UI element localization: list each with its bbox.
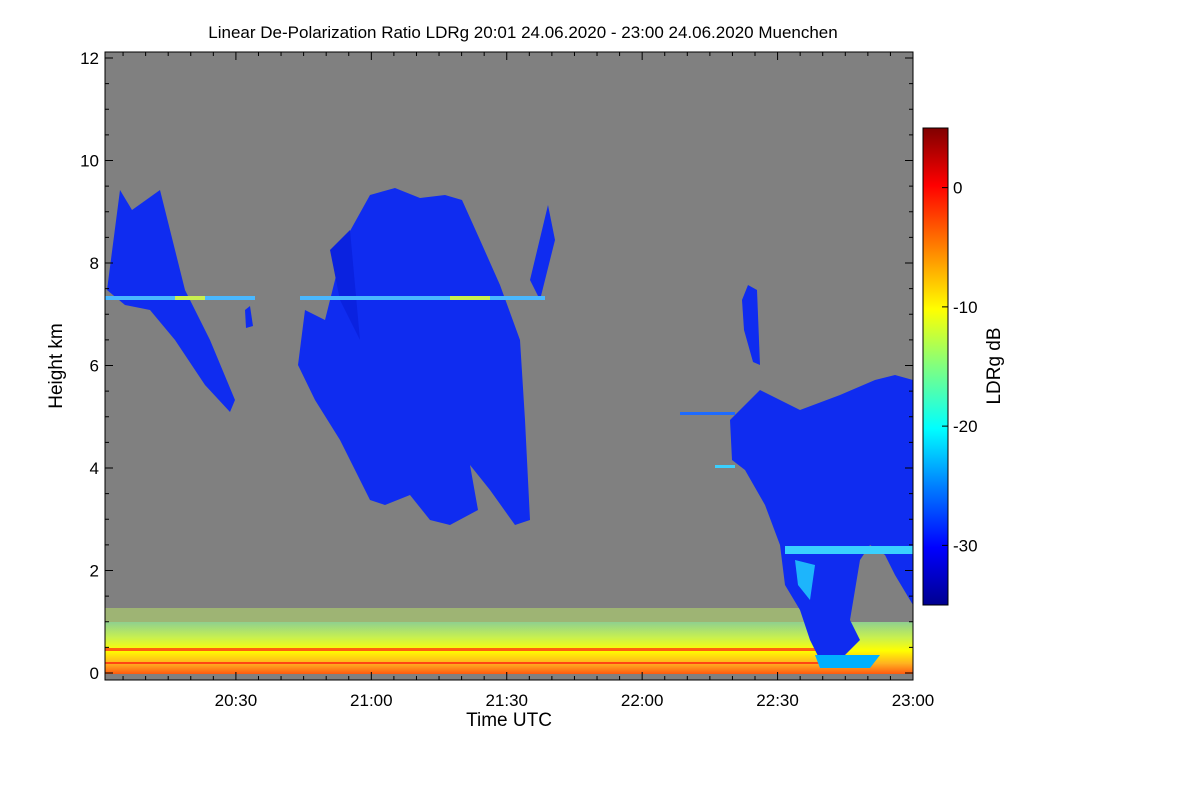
x-tick-label: 21:30 [485,691,528,710]
x-tick-label: 20:30 [215,691,258,710]
chart-title: Linear De-Polarization Ratio LDRg 20:01 … [208,23,837,42]
layer-5km [680,412,735,415]
layer-7-3km-green [175,296,205,300]
cirrus-3 [742,285,760,365]
y-tick-label: 6 [90,357,99,376]
cirrus-2 [298,188,530,525]
colorbar-tick-label: -20 [953,417,978,436]
x-axis: 20:30 21:00 21:30 22:00 22:30 23:00 [122,52,935,710]
cirrus-1 [107,190,235,412]
cirrus-fragment [245,306,253,328]
y-tick-label: 8 [90,254,99,273]
x-tick-label: 23:00 [892,691,935,710]
y-tick-label: 12 [80,49,99,68]
y-axis: 0 2 4 6 8 10 12 [80,49,913,683]
y-tick-label: 4 [90,459,99,478]
colorbar-label: LDRg dB [984,327,1005,404]
cirrus-2-streak [330,230,360,340]
cirrus-4 [730,375,913,660]
x-tick-label: 21:00 [350,691,393,710]
colorbar-tick-label: -30 [953,536,978,555]
colorbar [922,127,949,606]
boundary-layer-stripe [105,662,825,664]
cirrus-2-tail [530,205,555,300]
y-tick-label: 2 [90,562,99,581]
y-axis-label: Height km [46,323,67,409]
layer-7-3km-b [300,296,545,300]
layer-4-1km [715,465,735,468]
colorbar-axis: 0 -10 -20 -30 [942,179,978,555]
x-tick-label: 22:00 [621,691,664,710]
x-tick-label: 22:30 [756,691,799,710]
ldr-features [105,188,913,674]
boundary-layer-stripe [105,648,825,651]
colorbar-tick-label: 0 [953,179,962,198]
y-tick-label: 10 [80,152,99,171]
y-tick-label: 0 [90,664,99,683]
layer-7-3km-green [450,296,490,300]
boundary-layer-top [105,608,825,622]
x-axis-label: Time UTC [466,710,552,731]
colorbar-tick-label: -10 [953,298,978,317]
cirrus-4-cyan [795,560,815,600]
cirrus-4-base [815,655,880,668]
layer-2-4km [785,546,913,554]
